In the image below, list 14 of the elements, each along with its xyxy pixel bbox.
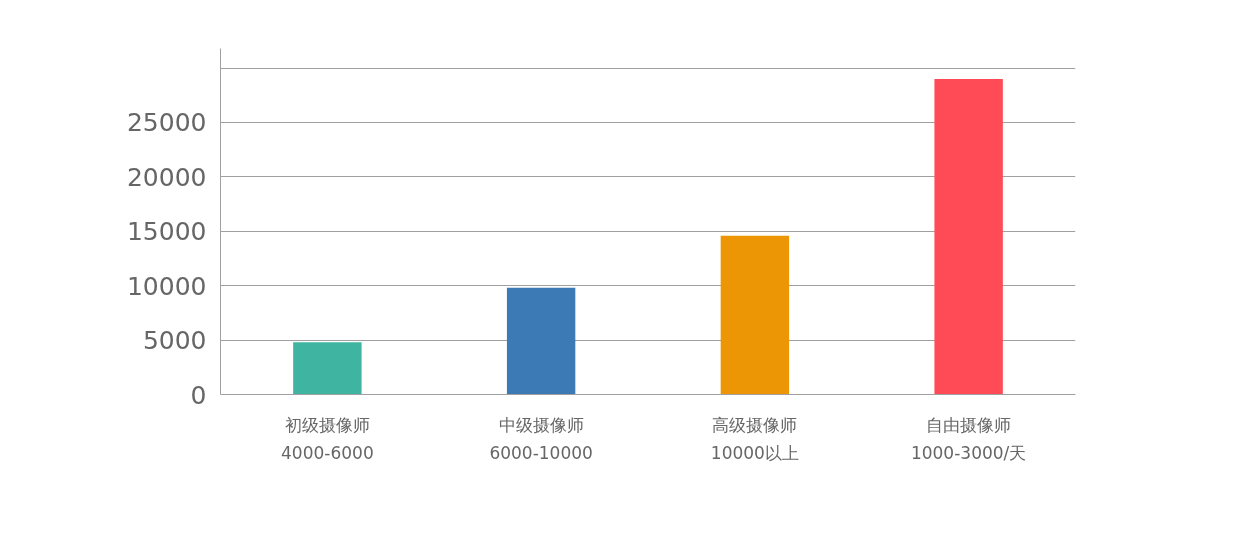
y-tick-label: 15000 [126,217,207,247]
bar [934,78,1003,395]
y-tick-label: 5000 [142,326,207,356]
y-tick-label: 25000 [126,108,207,138]
x-tick-label: 自由摄像师 1000-3000/天 [910,414,1027,463]
bar [293,342,362,395]
y-tick-label: 0 [190,380,207,410]
x-tick-label: 高级摄像师 10000以上 [710,414,799,463]
y-tick-label: 10000 [126,271,207,301]
y-tick-label: 20000 [126,162,207,192]
bar [506,287,576,395]
x-tick-label: 初级摄像师 4000-6000 [281,414,374,463]
bar [720,235,790,395]
x-tick-label: 中级摄像师 6000-10000 [489,414,593,463]
